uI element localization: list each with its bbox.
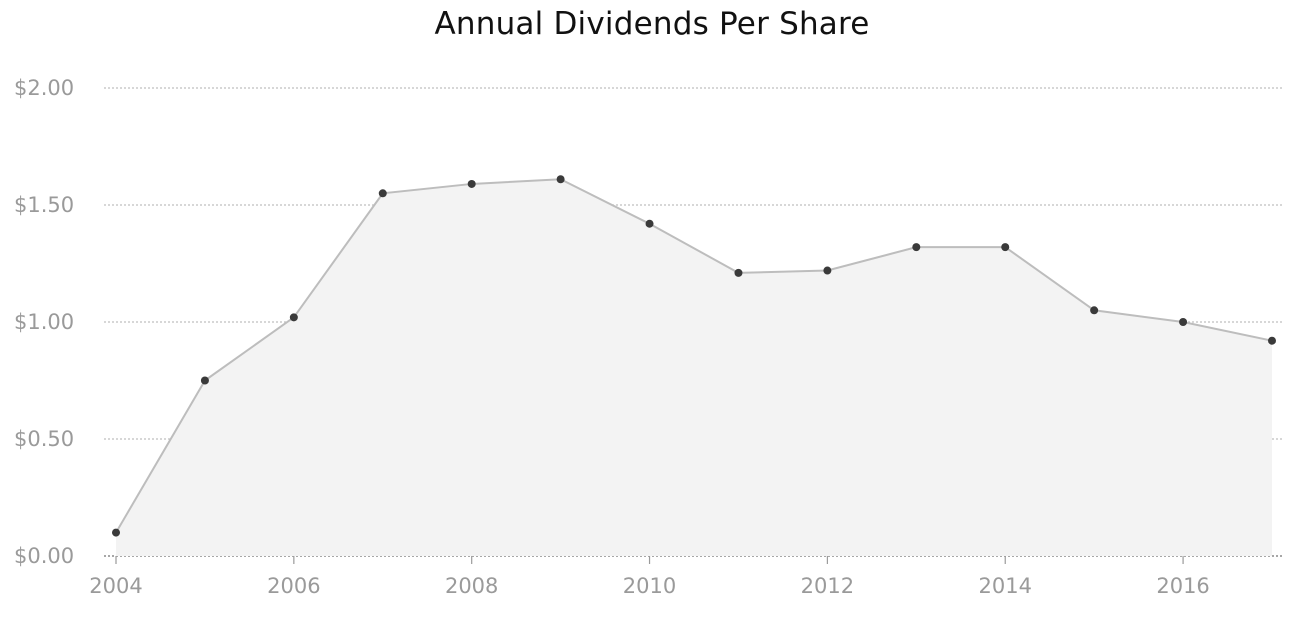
y-tick-label: $0.00 xyxy=(14,544,74,568)
data-point xyxy=(823,266,832,275)
x-tick-label: 2010 xyxy=(623,574,676,598)
data-point xyxy=(912,243,921,252)
data-point xyxy=(734,268,743,277)
x-tick-label: 2004 xyxy=(89,574,142,598)
data-point xyxy=(1268,336,1276,345)
area-fill xyxy=(116,179,1272,556)
data-point xyxy=(467,179,476,188)
x-tick-label: 2014 xyxy=(979,574,1032,598)
y-tick-label: $2.00 xyxy=(14,76,74,100)
x-tick-label: 2016 xyxy=(1156,574,1209,598)
data-point xyxy=(1090,306,1099,315)
data-point xyxy=(289,313,298,322)
data-point xyxy=(645,219,654,228)
y-tick-label: $1.50 xyxy=(14,193,74,217)
y-tick-label: $0.50 xyxy=(14,427,74,451)
chart-title: Annual Dividends Per Share xyxy=(434,6,870,42)
data-point xyxy=(556,175,565,184)
data-point xyxy=(1179,318,1188,326)
series-line xyxy=(115,178,1273,534)
data-point xyxy=(1001,243,1010,252)
y-tick-label: $1.00 xyxy=(14,310,74,334)
data-point xyxy=(378,189,387,198)
x-tick-label: 2008 xyxy=(445,574,498,598)
x-tick-label: 2006 xyxy=(267,574,320,598)
data-point xyxy=(112,528,120,537)
data-point xyxy=(200,376,209,385)
x-tick-label: 2012 xyxy=(801,574,854,598)
